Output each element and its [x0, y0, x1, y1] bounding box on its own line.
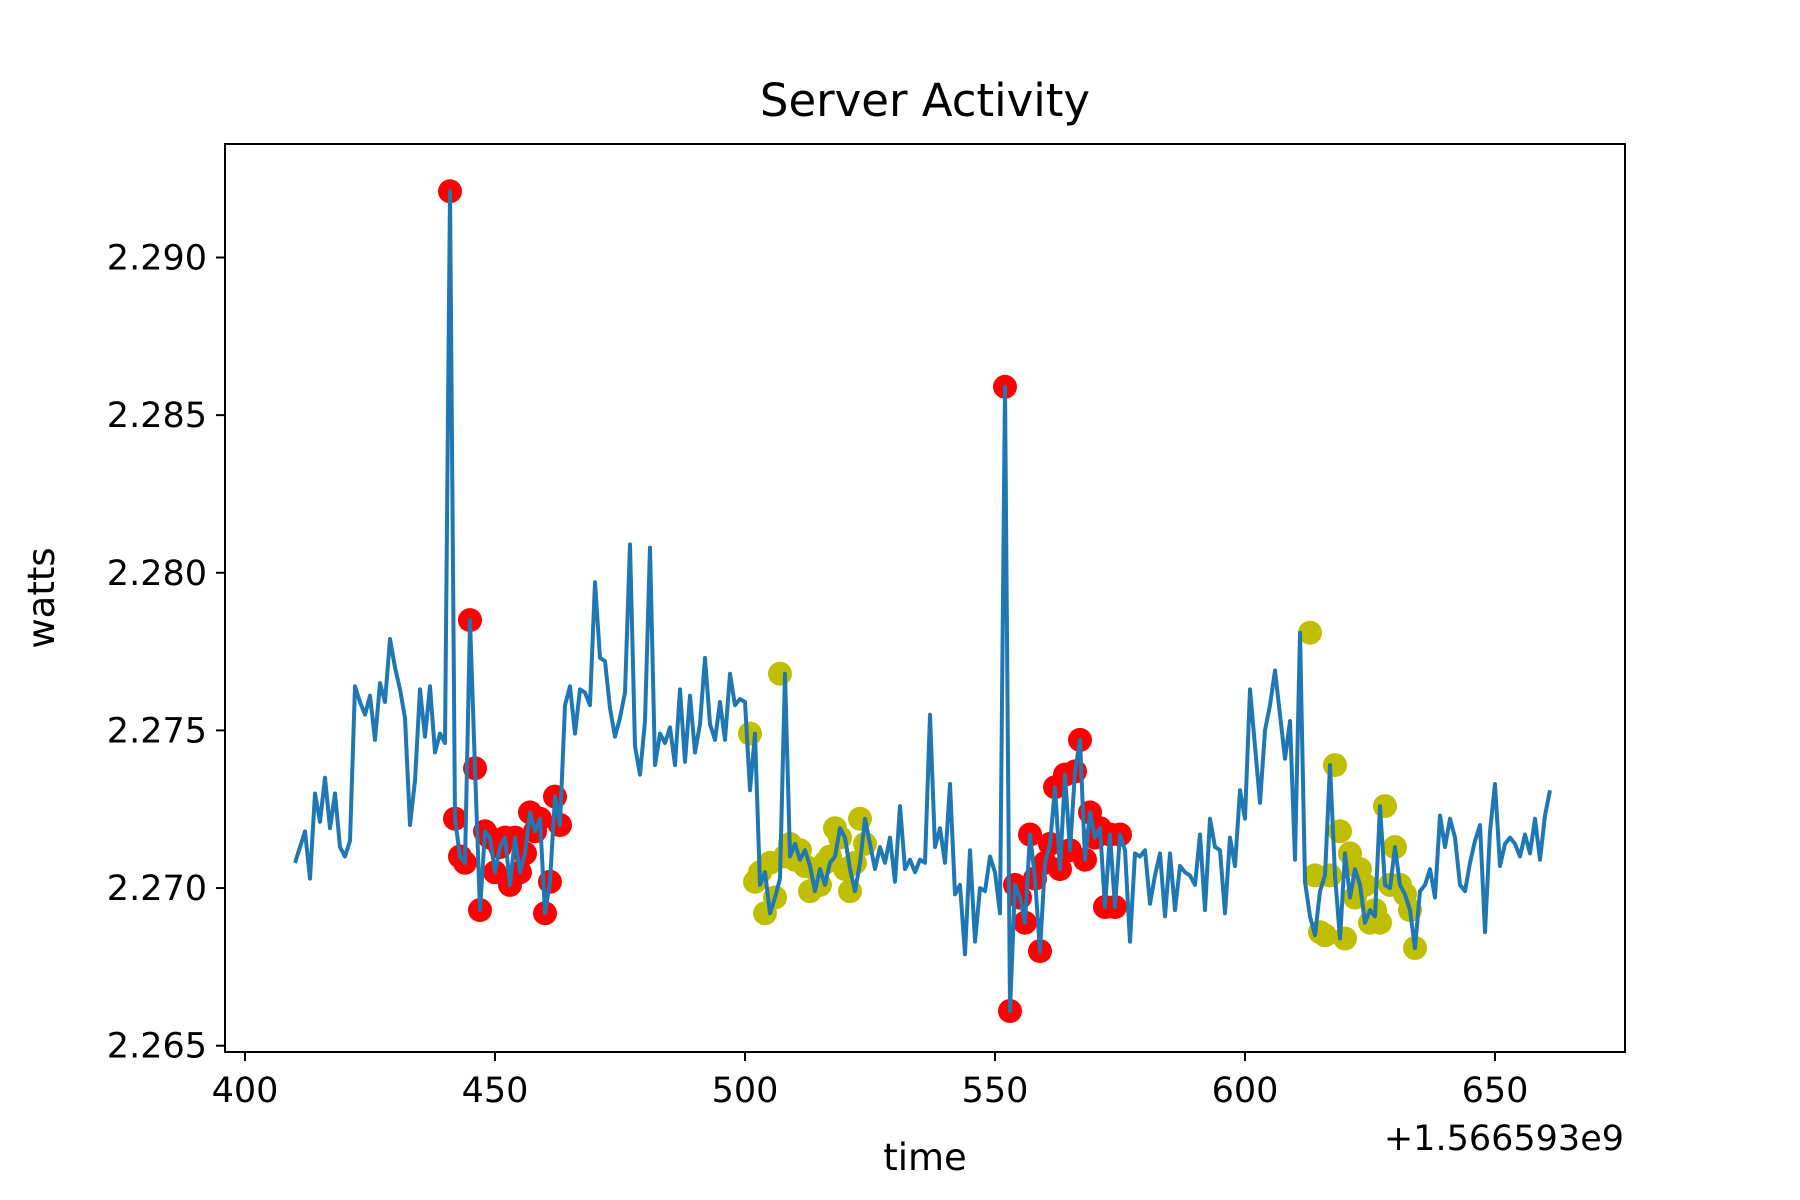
yellow-marker — [1323, 753, 1347, 778]
y-tick-label: 2.265 — [107, 1027, 207, 1067]
x-axis-label: time — [883, 1136, 967, 1179]
x-tick-label: 600 — [1212, 1071, 1279, 1111]
y-axis-ticks: 2.265 2.270 2.275 2.280 2.285 2.290 — [107, 239, 225, 1067]
x-axis-ticks: 400 450 500 550 600 650 — [212, 1052, 1529, 1111]
y-tick-label: 2.290 — [107, 239, 207, 279]
yellow-marker — [1333, 926, 1357, 951]
x-tick-label: 450 — [462, 1071, 529, 1111]
line-layer — [293, 189, 1552, 1013]
chart-title: Server Activity — [760, 74, 1090, 127]
y-axis-label: watts — [20, 547, 63, 648]
y-tick-label: 2.275 — [107, 711, 207, 751]
y-tick-label: 2.285 — [107, 396, 207, 436]
axes-frame — [224, 143, 1626, 1053]
x-tick-label: 550 — [962, 1071, 1029, 1111]
y-tick-label: 2.270 — [107, 869, 207, 909]
yellow-marker — [1313, 923, 1337, 948]
yellow-marker — [738, 721, 762, 746]
x-tick-label: 650 — [1462, 1071, 1529, 1111]
series-line — [293, 189, 1552, 1013]
yellow-marker — [768, 661, 792, 686]
yellow-marker — [1373, 794, 1397, 819]
x-axis-offset-label: +1.566593e9 — [1384, 1119, 1624, 1159]
y-tick-label: 2.280 — [107, 554, 207, 594]
x-tick-label: 400 — [212, 1071, 279, 1111]
x-tick-label: 500 — [712, 1071, 779, 1111]
plot-area — [225, 144, 1625, 1052]
yellow-marker — [1298, 620, 1322, 645]
